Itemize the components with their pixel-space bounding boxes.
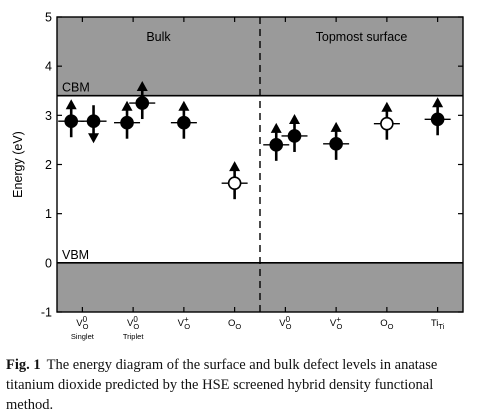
unoccupied-level-marker [227,176,242,190]
y-tick: 0 [45,256,463,270]
x-tick-label: V+ O [330,315,343,331]
occupied-level-marker [177,115,191,130]
y-tick-label: 3 [45,109,52,123]
defect-level-point [58,99,85,138]
x-tick-note: Triplet [123,332,144,341]
occupied-level-marker [86,114,101,129]
x-tick: V0 O [279,17,292,331]
defect-level-point [373,101,400,140]
x-tick: TiTi [431,17,445,331]
spin-up-arrow [381,101,393,112]
x-tick: OO [380,17,394,331]
y-tick: 1 [45,207,463,221]
occupied-level-marker [64,114,79,129]
y-tick-label: 0 [45,256,52,270]
figure-caption: Fig. 1 The energy diagram of the surface … [6,355,478,415]
x-tick-label: V0 O [279,315,291,331]
defect-level-point [80,105,107,144]
occupied-level-marker [120,115,134,130]
y-tick: 4 [45,60,463,74]
x-tick-label: V0 O [76,315,88,331]
defect-level-point [129,81,156,120]
spin-up-arrow [136,81,148,92]
spin-down-arrow [88,133,100,144]
vbm-label: VBM [62,248,89,262]
defect-level-point [263,122,290,161]
occupied-level-marker [269,138,284,152]
defect-level-point [221,161,248,200]
spin-up-arrow [121,100,133,111]
occupied-level-marker [287,129,302,143]
spin-up-arrow [229,161,241,172]
y-tick: 2 [45,158,463,172]
x-tick-label: OO [228,318,241,331]
defect-level-point [170,100,197,139]
spin-up-arrow [270,122,282,133]
defect-level-point [323,121,350,160]
x-tick-label: OO [380,318,393,331]
y-axis-label: Energy (eV) [11,131,25,198]
spin-up-arrow [432,97,444,108]
plot-frame [56,16,464,313]
defect-level-point [114,100,141,139]
spin-up-arrow [289,113,301,124]
cbm-label: CBM [62,81,90,95]
caption-text: The energy diagram of the surface and bu… [6,357,438,413]
occupied-level-marker [430,112,445,127]
spin-up-arrow [178,100,190,111]
x-tick-label: V+ O [178,315,191,331]
unoccupied-level-marker [380,116,394,131]
y-tick: 3 [45,109,463,123]
defect-level-point [281,113,308,152]
x-tick: V+ O [178,17,191,331]
x-tick: V+ O [330,17,343,331]
spin-up-arrow [330,121,342,132]
y-tick-label: 2 [45,158,52,172]
spin-up-arrow [65,99,77,110]
occupied-level-marker [329,137,343,151]
x-tick: OO [228,17,241,331]
region-label-topmost-surface: Topmost surface [316,30,408,44]
defect-levels [58,81,451,200]
occupied-level-marker [135,96,150,110]
caption-figure-number: Fig. 1 [6,357,41,373]
x-tick-label: TiTi [431,318,445,331]
x-tick-note: Singlet [71,332,95,341]
region-label-bulk: Bulk [146,30,171,44]
x-tick-label: V0 O [127,315,139,331]
y-tick-label: 4 [45,60,52,74]
y-tick-label: 1 [45,207,52,221]
y-tick-label: 5 [45,11,52,25]
defect-level-point [424,97,451,136]
y-tick-label: -1 [41,306,52,320]
